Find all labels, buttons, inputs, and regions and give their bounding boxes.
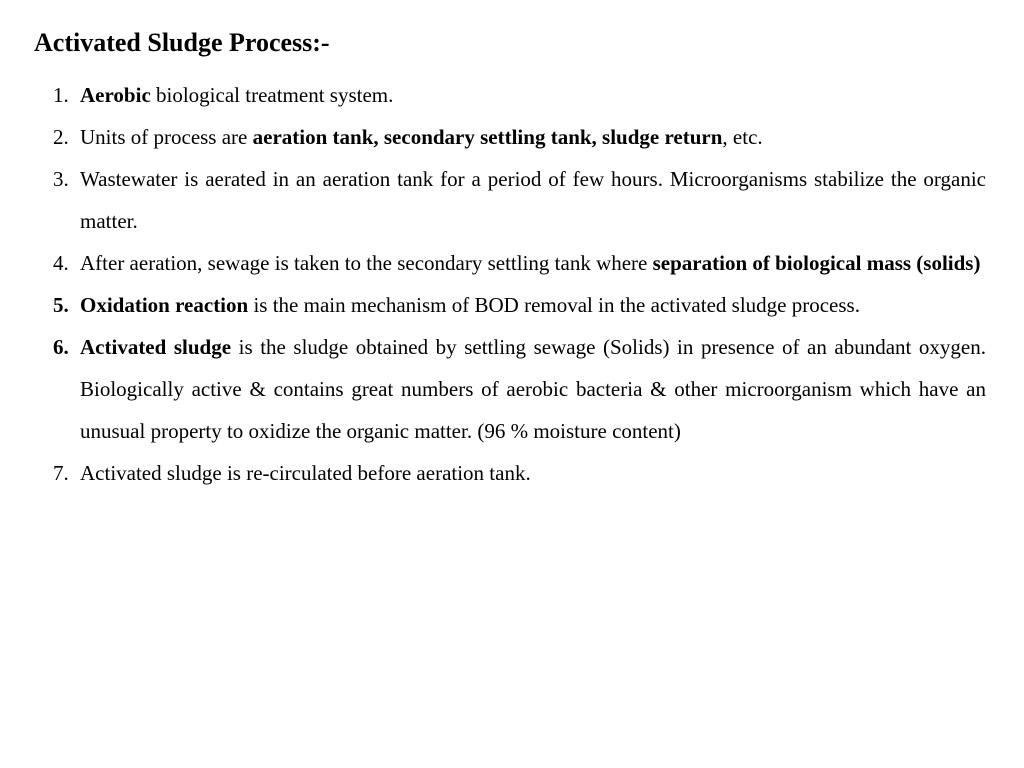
- bold-text: Activated sludge: [80, 335, 231, 359]
- body-text: Wastewater is aerated in an aeration tan…: [80, 167, 986, 233]
- body-text: Activated sludge is re-circulated before…: [80, 461, 531, 485]
- body-text: , etc.: [722, 125, 762, 149]
- bold-text: aeration tank, secondary settling tank, …: [253, 125, 723, 149]
- body-text: biological treatment system.: [151, 83, 394, 107]
- list-item-2: Units of process are aeration tank, seco…: [74, 116, 986, 158]
- body-text: Units of process are: [80, 125, 253, 149]
- list-item-4: After aeration, sewage is taken to the s…: [74, 242, 986, 284]
- bold-text: Aerobic: [80, 83, 151, 107]
- document-page: Activated Sludge Process:- Aerobic biolo…: [0, 0, 1024, 494]
- body-text: is the main mechanism of BOD removal in …: [248, 293, 860, 317]
- page-title: Activated Sludge Process:-: [34, 28, 986, 58]
- list-item-6: Activated sludge is the sludge obtained …: [74, 326, 986, 452]
- list-item-5: Oxidation reaction is the main mechanism…: [74, 284, 986, 326]
- list-item-7: Activated sludge is re-circulated before…: [74, 452, 986, 494]
- bold-text: separation of biological mass (solids): [653, 251, 981, 275]
- numbered-list: Aerobic biological treatment system. Uni…: [34, 74, 986, 494]
- list-item-3: Wastewater is aerated in an aeration tan…: [74, 158, 986, 242]
- bold-text: Oxidation reaction: [80, 293, 248, 317]
- body-text: After aeration, sewage is taken to the s…: [80, 251, 653, 275]
- list-item-1: Aerobic biological treatment system.: [74, 74, 986, 116]
